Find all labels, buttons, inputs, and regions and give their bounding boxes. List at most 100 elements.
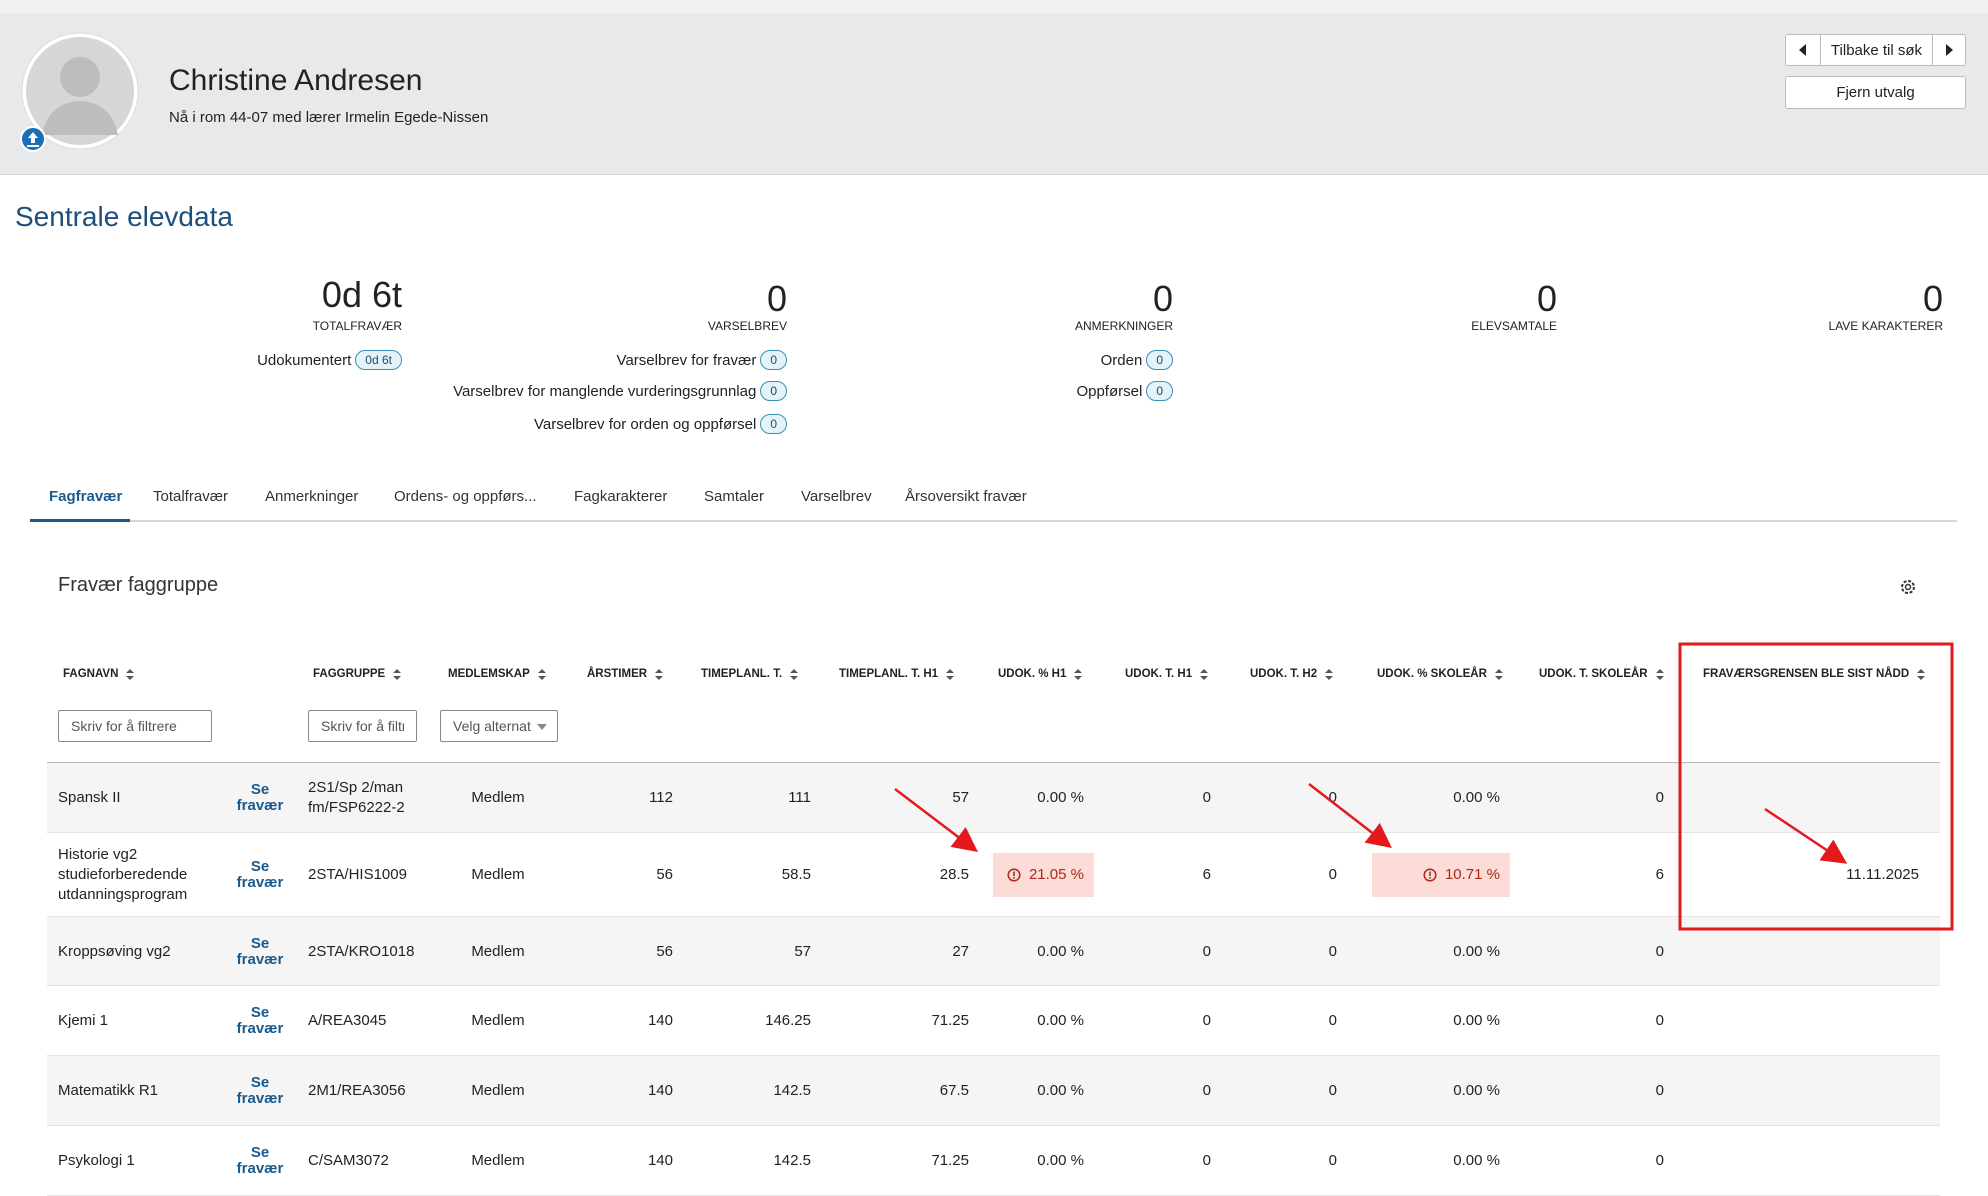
table-cell: 0 [1328,866,1337,883]
sort-icon[interactable] [126,668,135,680]
tab[interactable]: Fagfravær [49,488,123,505]
table-cell: 28.5 [939,866,969,883]
row-link[interactable]: Se fravær [236,1074,284,1107]
table-cell: 57 [952,789,969,806]
table-cell: 0.00 % [1037,942,1084,960]
table-cell: Psykologi 1 [58,1152,135,1169]
table-cell: C/SAM3072 [308,1152,389,1169]
column-header[interactable]: FAGGRUPPE [313,668,402,680]
table-cell: 56 [656,942,673,960]
sort-icon[interactable] [1074,668,1083,680]
stat-value: 0 [1536,278,1557,319]
table-cell: 56 [656,866,673,883]
sort-icon[interactable] [1917,668,1926,680]
stat-value: 0 [1922,278,1943,319]
sort-icon[interactable] [393,668,402,680]
sort-icon[interactable] [790,668,799,680]
tab[interactable]: Anmerkninger [265,488,359,505]
prev-button[interactable] [1785,34,1821,66]
column-header[interactable]: UDOK. % SKOLEÅR [1377,668,1503,680]
table-cell: 0 [1202,1152,1211,1169]
back-to-search-button[interactable]: Tilbake til søk [1820,34,1933,66]
table-cell: Medlem [471,1152,525,1169]
column-header[interactable]: UDOK. T. SKOLEÅR [1539,668,1664,680]
column-label: MEDLEMSKAP [448,668,530,680]
filter-placeholder: Skriv for å filtrere [71,718,177,734]
filter-input[interactable]: Velg alternativ [440,710,558,742]
sort-icon[interactable] [1655,668,1664,680]
filter-input[interactable]: Skriv for å filtrere [308,710,417,742]
table-cell: Medlem [471,942,525,960]
table-cell: Medlem [471,1012,525,1029]
clear-selection-button[interactable]: Fjern utvalg [1785,76,1966,109]
column-label: TIMEPLANL. T. [701,668,783,680]
stat-item-label: Varselbrev for fravær [616,351,757,369]
row-link[interactable]: Se fravær [236,858,284,891]
stat-item: Varselbrev for manglende vurderingsgrunn… [87,381,787,401]
table-cell: 146.25 [765,1012,811,1029]
table-cell: 0 [1328,1082,1337,1099]
dropdown-icon [537,724,547,730]
table-cell: 27 [952,942,969,960]
sort-icon[interactable] [1494,668,1503,680]
row-link[interactable]: Se fravær [236,1144,284,1177]
column-header[interactable]: TIMEPLANL. T. [701,668,799,680]
column-header[interactable]: TIMEPLANL. T. H1 [839,668,955,680]
next-button[interactable] [1932,34,1966,66]
alert-cell: 10.71 % [1372,853,1510,897]
tab[interactable]: Varselbrev [801,488,872,505]
column-label: UDOK. % SKOLEÅR [1377,668,1487,680]
sort-icon[interactable] [537,668,546,680]
settings-icon[interactable] [1899,578,1917,596]
stat-item-label: Oppførsel [1076,382,1143,400]
column-label: FAGNAVN [63,668,119,680]
column-header[interactable]: UDOK. % H1 [998,668,1083,680]
tab[interactable]: Samtaler [704,488,765,505]
section-title: Sentrale elevdata [15,201,233,232]
table-cell: 140 [647,1082,673,1099]
table-cell: Historie vg2 studieforberedende utdannin… [58,846,188,903]
tab[interactable]: Fagkarakterer [574,488,668,505]
row-link[interactable]: Se fravær [236,781,284,814]
panel-title: Fravær faggruppe [58,574,219,596]
table-cell: 0.00 % [1037,1082,1084,1099]
stat-value: 0 [1152,278,1173,319]
sort-icon[interactable] [655,668,664,680]
table-cell: 0 [1328,1152,1337,1169]
table-cell: 0.00 % [1453,1012,1500,1029]
column-header[interactable]: ÅRSTIMER [587,668,664,680]
column-header[interactable]: MEDLEMSKAP [448,668,546,680]
table-cell: 140 [647,1012,673,1029]
table-cell: 0.00 % [1037,1152,1084,1169]
column-label: UDOK. T. SKOLEÅR [1539,668,1648,680]
row-link[interactable]: Se fravær [236,1004,284,1037]
sort-icon[interactable] [1200,668,1209,680]
table-cell: 140 [647,1152,673,1169]
table-cell: 0 [1202,1012,1211,1029]
table-cell: Medlem [471,789,525,806]
table-cell: 71.25 [931,1012,969,1029]
column-header[interactable]: FRAVÆRSGRENSEN BLE SIST NÅDD [1703,668,1926,680]
stat-item-badge: 0 [760,381,787,401]
table-cell: 0 [1655,942,1664,960]
table-cell: 0.00 % [1037,789,1084,806]
sort-icon[interactable] [1325,668,1334,680]
tab[interactable]: Årsoversikt fravær [905,488,1027,505]
column-label: UDOK. T. H1 [1125,668,1193,680]
stat-item: Udokumentert 0d 6t [0,350,402,370]
table-cell: 0 [1328,942,1337,960]
table-cell: 0.00 % [1453,1152,1500,1169]
tab[interactable]: Totalfravær [153,488,229,505]
table-cell: 6 [1655,866,1664,883]
column-header[interactable]: UDOK. T. H1 [1125,668,1209,680]
filter-input[interactable]: Skriv for å filtrere [58,710,212,742]
column-header[interactable]: FAGNAVN [63,668,135,680]
stat-item: Oppførsel 0 [473,381,1173,401]
tab[interactable]: Ordens- og oppførs... [394,488,537,505]
table-cell: 2STA/HIS1009 [308,866,407,883]
stat-item-badge: 0d 6t [355,350,402,370]
breadcrumb-bar [0,0,1988,14]
row-link[interactable]: Se fravær [236,934,284,968]
column-header[interactable]: UDOK. T. H2 [1250,668,1334,680]
sort-icon[interactable] [946,668,955,680]
